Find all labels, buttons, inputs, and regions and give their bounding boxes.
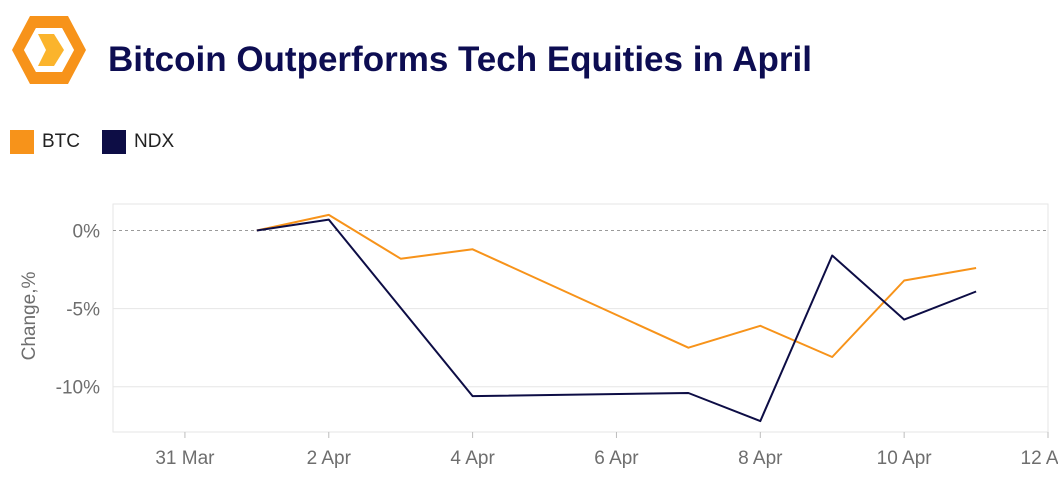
logo-outer-shape bbox=[12, 16, 86, 84]
x-tick-label: 10 Apr bbox=[877, 448, 933, 469]
logo-accent-shape bbox=[38, 34, 64, 66]
y-axis-title: Change,% bbox=[19, 272, 40, 361]
legend: BTC NDX bbox=[10, 130, 196, 154]
plot-frame bbox=[112, 203, 1049, 433]
x-tick-label: 31 Mar bbox=[155, 448, 215, 469]
legend-swatch-btc bbox=[10, 130, 34, 154]
legend-item-btc[interactable]: BTC bbox=[10, 130, 80, 154]
tick-layer: 0% -5% -10% 31 Mar 2 Apr 4 Apr 6 Apr 8 Apr 10 Ap… bbox=[56, 222, 1058, 469]
legend-label-ndx: NDX bbox=[134, 131, 175, 152]
y-tick-label: 0% bbox=[73, 222, 101, 243]
legend-swatch-ndx bbox=[102, 130, 126, 154]
x-tick-label: 6 Apr bbox=[594, 448, 639, 469]
y-tick-label: -5% bbox=[66, 300, 100, 321]
logo-icon bbox=[12, 16, 86, 84]
x-tick-label: 8 Apr bbox=[738, 448, 783, 469]
y-tick-label: -10% bbox=[56, 378, 100, 399]
series-layer bbox=[256, 213, 977, 423]
legend-item-ndx[interactable]: NDX bbox=[102, 130, 174, 154]
legend-label-btc: BTC bbox=[42, 131, 80, 152]
series-line-btc bbox=[256, 213, 977, 358]
x-tick-label: 4 Apr bbox=[450, 448, 495, 469]
x-tick-label: 12 Apr bbox=[1021, 448, 1058, 469]
series-line-ndx bbox=[256, 218, 977, 423]
x-tick-label: 2 Apr bbox=[307, 448, 352, 469]
chart-title: Bitcoin Outperforms Tech Equities in Apr… bbox=[108, 40, 812, 79]
